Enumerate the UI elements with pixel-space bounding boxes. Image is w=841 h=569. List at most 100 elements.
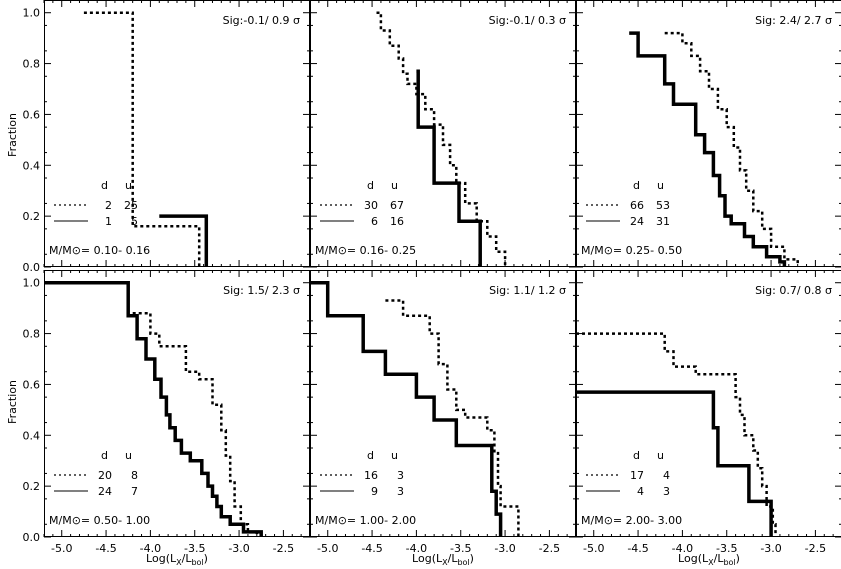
x-tick-label: -2.5 [539,542,560,555]
x-tick-label: -3.5 [450,542,471,555]
x-tick-label: -5.0 [317,542,338,555]
y-tick-label: 0.0 [23,531,41,544]
legend-dotted-u-value: 3 [397,469,404,482]
legend-solid-u-value: 16 [390,215,404,228]
x-tick-label: -3.5 [184,542,205,555]
mass-range-label: M/M⊙= 1.00- 2.00 [315,514,416,527]
y-axis-label-bottom: Fraction [6,380,19,424]
legend-solid-u-value: 3 [397,485,404,498]
dotted-series-line [376,11,507,267]
x-tick-label: -5.0 [583,542,604,555]
legend-dotted-d-value: 20 [98,469,112,482]
y-tick-label: 0.2 [23,480,41,493]
dotted-series-line [664,31,799,267]
x-tick-label: -3.0 [494,542,515,555]
legend-dotted-u-value: 4 [663,469,670,482]
legend-solid-d-value: 9 [371,485,378,498]
x-axis-label-3: Log(LX/Lbol) [678,552,740,567]
legend-solid-d-value: 24 [98,485,112,498]
panel-3: Sig: 2.4/ 2.7 σ d u 66 53 24 31 M/M⊙= 0.25- 0.5… [575,0,841,268]
legend-dotted-d-value: 66 [630,199,644,212]
x-tick-label: -2.5 [273,542,294,555]
panel-1: 0.0 0.2 0.4 0.6 0.8 1.0 Sig:-0.1/ 0.9 σ d u2 25 1 5… [23,0,311,274]
solid-series-line [310,280,503,537]
dotted-series-line [83,11,201,267]
dotted-series-line [576,332,777,537]
legend-dotted-d-value: 2 [105,199,112,212]
legend-header-u: u [391,449,398,462]
legend-dotted-d-value: 17 [630,469,644,482]
significance-label: Sig:-0.1/ 0.9 σ [223,14,300,27]
solid-series-line [416,69,482,267]
x-tick-label: -4.0 [406,542,427,555]
panel-frame [576,270,841,537]
panel-frame [44,270,310,537]
mass-range-label: M/M⊙= 0.25- 0.50 [581,244,682,257]
legend-header-u: u [391,179,398,192]
solid-series-line [44,280,263,537]
x-tick-label: -3.0 [760,542,781,555]
x-tick-label: -4.5 [627,542,648,555]
legend-dotted-u-value: 67 [390,199,404,212]
legend-header-d: d [367,449,374,462]
mass-range-label: M/M⊙= 0.50- 1.00 [49,514,150,527]
solid-series-line [576,390,773,537]
x-axis-label-2: Log(LX/Lbol) [412,552,474,567]
y-tick-label: 0.8 [23,58,41,71]
x-tick-label: -4.5 [95,542,116,555]
legend-dotted-d-value: 16 [364,469,378,482]
panel-2: Sig:-0.1/ 0.3 σ d u 30 67 6 16 M/M⊙= 0.16- 0.25 [309,0,577,268]
mass-range-label: M/M⊙= 0.16- 0.25 [315,244,416,257]
panel-6: -5.0 -4.5 -4.0 -3.5 -3.0 -2.5 Sig: 0.7/ 0.8 σ d… [575,270,841,555]
y-tick-label: 0.4 [23,159,41,172]
panel-4: -5.0 -4.5 -4.0 -3.5 -3.0 -2.5 0.0 0.2 0.4 0.6 0.8 1… [23,270,311,555]
legend-header-d: d [633,179,640,192]
legend-solid-u-value: 7 [131,485,138,498]
y-tick-label: 0.2 [23,210,41,223]
y-tick-label: 0.6 [23,378,41,391]
legend-header-u: u [657,449,664,462]
panel-frame [576,0,841,267]
legend-header-d: d [367,179,374,192]
mass-range-label: M/M⊙= 2.00- 3.00 [581,514,682,527]
dotted-series-line [132,311,259,537]
significance-label: Sig: 1.5/ 2.3 σ [223,284,300,297]
legend-header-u: u [657,179,664,192]
legend-solid-d-value: 24 [630,215,644,228]
significance-label: Sig: 1.1/ 1.2 σ [489,284,566,297]
y-tick-label: 0.4 [23,429,41,442]
legend-solid-d-value: 4 [637,485,644,498]
y-tick-label: 0.6 [23,108,41,121]
legend-solid-d-value: 1 [105,215,112,228]
solid-series-line [159,214,209,267]
legend-header-d: d [633,449,640,462]
legend-dotted-u-value: 8 [131,469,138,482]
legend-dotted-d-value: 30 [364,199,378,212]
x-axis-label-1: Log(LX/Lbol) [146,552,208,567]
x-tick-label: -5.0 [51,542,72,555]
x-tick-label: -4.0 [140,542,161,555]
x-tick-label: -4.0 [672,542,693,555]
legend-header-d: d [101,179,108,192]
legend-solid-u-value: 5 [131,215,138,228]
x-tick-label: -2.5 [805,542,826,555]
significance-label: Sig: 0.7/ 0.8 σ [755,284,832,297]
panel-5: -5.0 -4.5 -4.0 -3.5 -3.0 -2.5 Sig: 1.1/ 1.2 σ d… [309,270,577,555]
y-axis-label-top: Fraction [6,113,19,157]
solid-series-line [629,31,787,267]
legend-header-u: u [125,179,132,192]
legend-dotted-u-value: 53 [656,199,670,212]
x-tick-label: -3.0 [228,542,249,555]
legend-header-u: u [125,449,132,462]
legend-solid-u-value: 31 [656,215,670,228]
legend-header-d: d [101,449,108,462]
x-tick-label: -4.5 [361,542,382,555]
y-tick-label: 1.0 [23,7,41,20]
significance-label: Sig: 2.4/ 2.7 σ [755,14,832,27]
mass-range-label: M/M⊙= 0.10- 0.16 [49,244,150,257]
legend-solid-d-value: 6 [371,215,378,228]
legend-solid-u-value: 3 [663,485,670,498]
y-tick-label: 0.8 [23,328,41,341]
y-tick-label: 0.0 [23,261,41,274]
